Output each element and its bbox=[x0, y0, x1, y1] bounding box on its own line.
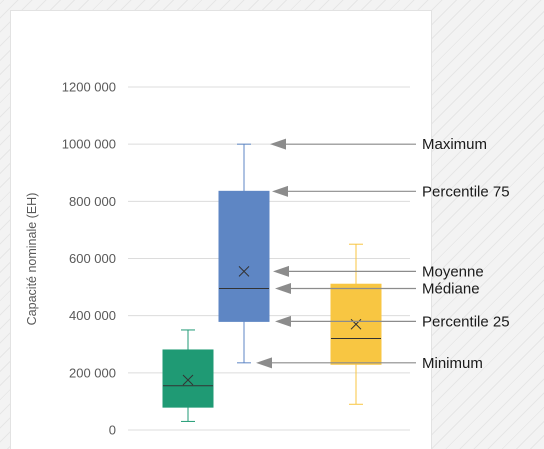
annotation-arrowhead bbox=[275, 283, 291, 295]
annotation-arrowhead bbox=[270, 138, 286, 150]
box-series bbox=[162, 143, 382, 422]
annotation-label: Percentile 25 bbox=[422, 313, 510, 330]
annotation-moyenne: Moyenne bbox=[273, 263, 484, 280]
annotation-arrowhead bbox=[275, 315, 291, 327]
box-3 bbox=[330, 243, 382, 405]
y-tick-label: 0 bbox=[109, 423, 116, 438]
box-q1-q3 bbox=[218, 190, 270, 322]
annotation-label: Percentile 75 bbox=[422, 183, 510, 200]
annotation-label: Minimum bbox=[422, 355, 483, 372]
annotation-maximum: Maximum bbox=[270, 136, 487, 153]
annotation-label: Maximum bbox=[422, 136, 487, 153]
box-1 bbox=[162, 329, 214, 422]
y-tick-label: 1200 000 bbox=[62, 80, 116, 95]
mean-marker bbox=[238, 266, 250, 277]
y-tick-label: 600 000 bbox=[69, 251, 116, 266]
mean-marker bbox=[182, 374, 194, 386]
annotation-percentile-75: Percentile 75 bbox=[272, 183, 510, 200]
annotation-percentile-25: Percentile 25 bbox=[275, 313, 510, 330]
box-q1-q3 bbox=[162, 349, 214, 408]
annotation-arrowhead bbox=[272, 185, 288, 197]
annotation-label: Médiane bbox=[422, 281, 480, 298]
box-2 bbox=[218, 143, 270, 364]
y-tick-label: 1000 000 bbox=[62, 137, 116, 152]
annotation-arrowhead bbox=[273, 265, 289, 277]
annotation-label: Moyenne bbox=[422, 263, 484, 280]
y-tick-label: 400 000 bbox=[69, 308, 116, 323]
annotation-arrowhead bbox=[256, 357, 272, 369]
y-axis-ticks: 0 200 000 400 000 600 000 800 000 1000 000 120… bbox=[62, 80, 116, 438]
y-tick-label: 200 000 bbox=[69, 365, 116, 380]
y-tick-label: 800 000 bbox=[69, 194, 116, 209]
annotation-minimum: Minimum bbox=[256, 355, 483, 372]
y-axis-label: Capacité nominale (EH) bbox=[25, 193, 39, 326]
annotation-médiane: Médiane bbox=[275, 281, 480, 298]
